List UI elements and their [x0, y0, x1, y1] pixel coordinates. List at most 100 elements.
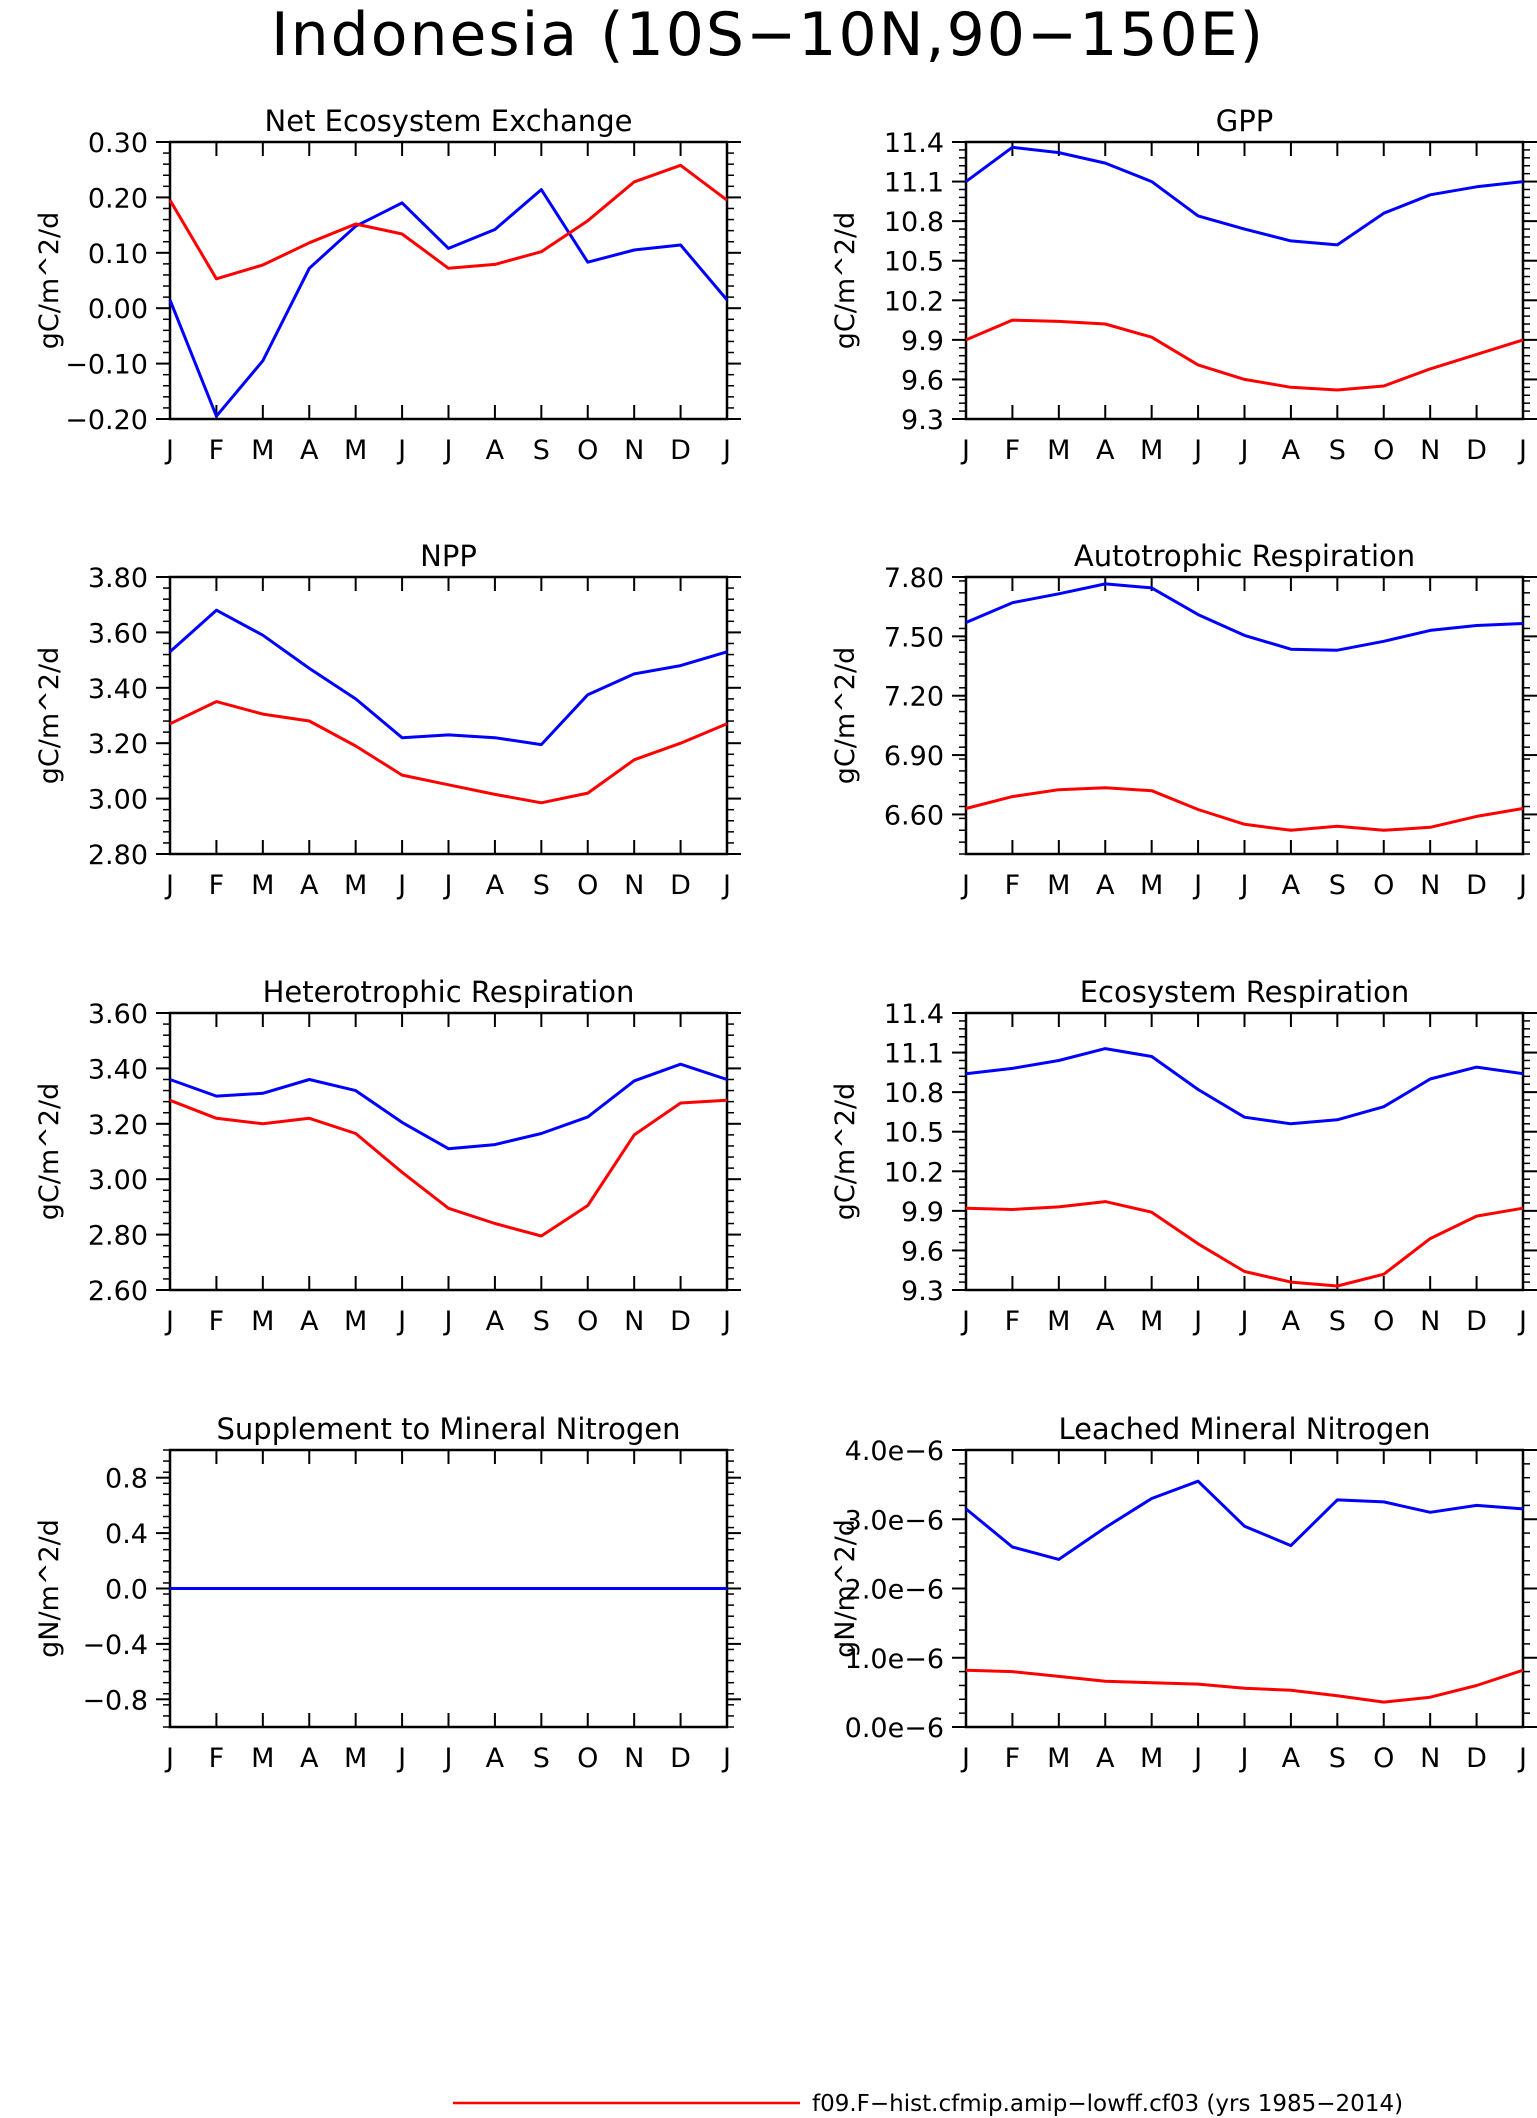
- x-tick-label: A: [1096, 1743, 1115, 1774]
- y-tick-label: −0.20: [65, 405, 148, 436]
- x-tick-label: J: [396, 1743, 406, 1774]
- x-tick-label: J: [1517, 1743, 1527, 1774]
- y-tick-label: 3.60: [88, 999, 148, 1030]
- y-axis-label: gC/m^2/d: [830, 1083, 861, 1220]
- x-tick-label: M: [1140, 870, 1163, 901]
- plot-frame: [168, 140, 729, 421]
- panel-title: Heterotrophic Respiration: [263, 975, 635, 1009]
- x-tick-label: F: [209, 1306, 225, 1337]
- x-tick-label: M: [1047, 870, 1070, 901]
- y-tick-label: 0.8: [105, 1464, 148, 1495]
- plot-frame: [168, 575, 729, 856]
- x-tick-label: O: [577, 435, 598, 466]
- y-tick-label: 7.20: [884, 682, 944, 713]
- y-tick-label: 9.3: [901, 405, 944, 436]
- y-tick-label: 3.00: [88, 1165, 148, 1196]
- x-tick-label: J: [960, 1306, 970, 1337]
- x-tick-label: J: [960, 870, 970, 901]
- x-tick-label: J: [1239, 1306, 1249, 1337]
- y-tick-label: 6.90: [884, 741, 944, 772]
- y-tick-label: −0.10: [65, 350, 148, 381]
- y-tick-label: 0.30: [88, 128, 148, 159]
- y-tick-label: 6.60: [884, 800, 944, 831]
- x-tick-label: F: [1005, 1306, 1021, 1337]
- x-tick-label: M: [1140, 1306, 1163, 1337]
- x-tick-label: A: [1096, 1306, 1115, 1337]
- x-tick-label: J: [721, 435, 731, 466]
- y-tick-label: 3.0e−6: [845, 1505, 944, 1536]
- y-tick-label: 2.60: [88, 1276, 148, 1307]
- x-tick-label: D: [670, 435, 691, 466]
- series-line-red: [965, 1668, 1524, 1704]
- panel-title: GPP: [1216, 104, 1273, 138]
- x-tick-label: A: [1282, 870, 1301, 901]
- y-tick-label: 3.60: [88, 618, 148, 649]
- x-tick-label: J: [443, 870, 453, 901]
- plot-frame: [168, 1011, 729, 1292]
- x-tick-label: J: [443, 1306, 453, 1337]
- plot-frame: [964, 575, 1525, 856]
- x-tick-label: D: [1466, 1306, 1487, 1337]
- x-tick-label: J: [721, 1743, 731, 1774]
- x-tick-label: J: [1239, 870, 1249, 901]
- x-tick-label: J: [1517, 1306, 1527, 1337]
- x-tick-label: A: [1282, 1306, 1301, 1337]
- x-tick-label: A: [486, 1306, 505, 1337]
- y-tick-label: 9.9: [901, 1197, 944, 1228]
- y-tick-label: 3.40: [88, 1054, 148, 1085]
- x-tick-label: J: [721, 870, 731, 901]
- plot-frame: [964, 1011, 1525, 1292]
- y-axis-label: gN/m^2/d: [830, 1519, 861, 1658]
- x-tick-label: O: [1373, 435, 1394, 466]
- x-tick-label: D: [1466, 435, 1487, 466]
- series-line-blue: [168, 188, 729, 418]
- x-tick-label: N: [624, 1306, 644, 1337]
- y-tick-label: 9.6: [901, 365, 944, 396]
- panel-title: Leached Mineral Nitrogen: [1058, 1412, 1430, 1446]
- x-tick-label: J: [1192, 1743, 1202, 1774]
- x-tick-label: F: [1005, 1743, 1021, 1774]
- y-tick-label: −0.8: [82, 1685, 148, 1716]
- series-line-red: [965, 1200, 1524, 1288]
- x-tick-label: J: [396, 870, 406, 901]
- y-tick-label: 1.0e−6: [845, 1644, 944, 1675]
- x-tick-label: S: [533, 1743, 550, 1774]
- x-tick-label: D: [670, 1743, 691, 1774]
- panel-title: NPP: [420, 539, 477, 573]
- series-line-red: [169, 1098, 728, 1238]
- y-tick-label: 0.20: [88, 183, 148, 214]
- x-tick-label: J: [1192, 870, 1202, 901]
- legend: f09.F−hist.cfmip.amip−lowff.cf03 (yrs 19…: [453, 2091, 1403, 2117]
- x-tick-label: M: [1047, 1306, 1070, 1337]
- y-tick-label: 10.5: [884, 1118, 944, 1149]
- y-tick-label: 10.8: [884, 1078, 944, 1109]
- series-line-blue: [169, 1062, 728, 1151]
- x-tick-label: F: [1005, 870, 1021, 901]
- series-line-red: [169, 700, 728, 805]
- x-tick-label: S: [533, 1306, 550, 1337]
- y-tick-label: 3.20: [88, 1110, 148, 1141]
- x-tick-label: J: [164, 1306, 174, 1337]
- x-tick-label: J: [164, 1743, 174, 1774]
- y-tick-label: 7.80: [884, 563, 944, 594]
- y-tick-label: 3.40: [88, 674, 148, 705]
- x-tick-label: M: [344, 870, 367, 901]
- x-tick-label: F: [209, 870, 225, 901]
- x-tick-label: A: [300, 1743, 319, 1774]
- x-tick-label: M: [344, 435, 367, 466]
- x-tick-label: O: [1373, 1743, 1394, 1774]
- x-tick-label: N: [624, 1743, 644, 1774]
- y-tick-label: 10.2: [884, 286, 944, 317]
- plot-frame: [964, 1448, 1525, 1729]
- series-line-blue: [965, 1047, 1524, 1126]
- series-line-blue: [168, 608, 728, 747]
- x-tick-label: S: [1329, 435, 1346, 466]
- plot-frame: [964, 140, 1525, 421]
- x-tick-label: A: [1282, 435, 1301, 466]
- x-tick-label: O: [1373, 870, 1394, 901]
- y-tick-label: 11.1: [884, 1039, 944, 1070]
- y-tick-label: 10.5: [884, 247, 944, 278]
